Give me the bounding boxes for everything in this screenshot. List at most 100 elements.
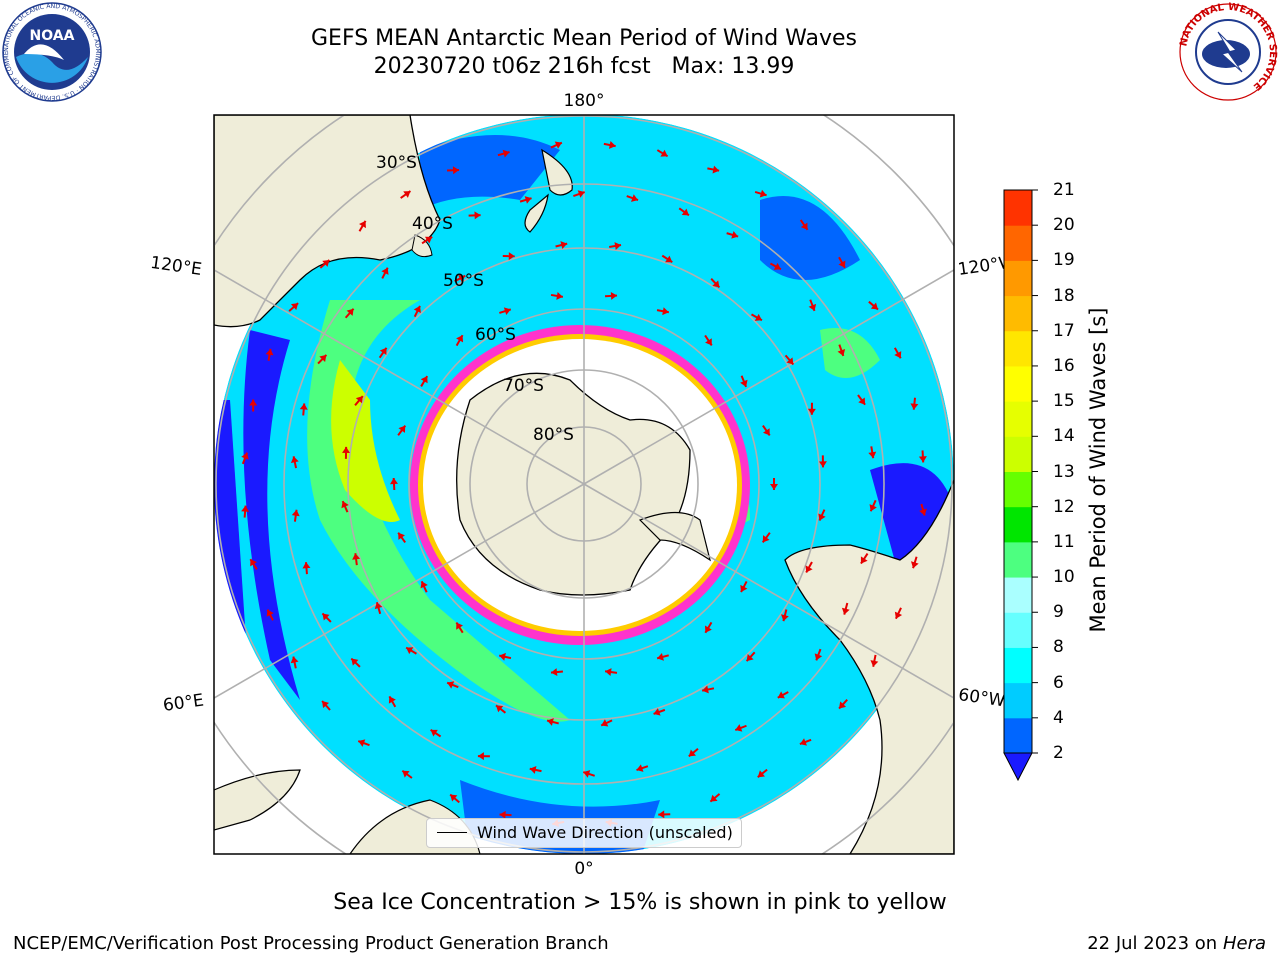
wind-arrow-head bbox=[731, 231, 739, 239]
wind-arrow-head bbox=[705, 338, 712, 346]
colorbar-label: Mean Period of Wind Waves [s] bbox=[1086, 307, 1110, 633]
wind-arrow-head bbox=[290, 456, 299, 464]
high-period-band bbox=[307, 300, 570, 722]
wind-arrow-head bbox=[241, 505, 250, 512]
wind-arrow-head bbox=[870, 302, 878, 310]
wind-arrow-head bbox=[524, 196, 532, 204]
wind-arrow-head bbox=[662, 307, 669, 316]
colorbar-block bbox=[1004, 647, 1032, 684]
wind-arrow-head bbox=[631, 194, 639, 202]
graticule bbox=[214, 115, 954, 854]
lat-label-30: 30°S bbox=[376, 153, 417, 173]
new-zealand bbox=[524, 148, 573, 233]
wind-arrow-head bbox=[290, 303, 299, 311]
colorbar-block bbox=[1004, 612, 1032, 648]
wind-arrow-head bbox=[740, 379, 748, 387]
wind-arrow-head bbox=[919, 508, 927, 516]
legend-line-sample bbox=[437, 832, 467, 833]
wind-arrow-head bbox=[351, 658, 359, 666]
wind-arrow-head bbox=[341, 501, 349, 509]
wind-arrow-head bbox=[456, 622, 463, 630]
wind-arrow-head bbox=[681, 208, 689, 216]
wind-arrow-head bbox=[456, 335, 464, 343]
colorbar-block bbox=[1004, 577, 1032, 613]
wind-arrow-head bbox=[388, 696, 396, 704]
wind-arrow-head bbox=[808, 303, 817, 311]
colorbar-tick-label: 18 bbox=[1053, 285, 1075, 306]
wind-arrow-head bbox=[894, 611, 903, 619]
wind-arrow-head bbox=[704, 625, 712, 633]
wind-arrow-head bbox=[474, 211, 481, 220]
colorbar-block bbox=[1004, 225, 1032, 261]
wind-arrow-head bbox=[710, 794, 718, 802]
colorbar-under-extension bbox=[1003, 752, 1033, 782]
wind-arrow-head bbox=[583, 770, 591, 778]
wind-arrow-head bbox=[406, 647, 414, 655]
wind-arrow-head bbox=[577, 190, 585, 198]
colorbar-tick-label: 15 bbox=[1053, 391, 1075, 412]
wind-arrow-head bbox=[870, 660, 879, 667]
wind-arrow-head bbox=[430, 729, 438, 737]
colorbar-block bbox=[1004, 295, 1032, 332]
wind-arrow-head bbox=[735, 724, 743, 732]
wind-arrow-head bbox=[860, 556, 868, 564]
low-period-patch bbox=[243, 330, 300, 700]
wind-arrow-head bbox=[712, 165, 720, 174]
wind-arrow-head bbox=[529, 766, 537, 774]
colorbar-tick-label: 19 bbox=[1053, 250, 1075, 271]
wind-arrow-head bbox=[381, 267, 389, 275]
wind-arrow-head bbox=[346, 308, 354, 316]
colorbar-tick-label: 17 bbox=[1053, 320, 1075, 341]
wind-arrow-head bbox=[355, 396, 363, 404]
wind-arrow-head bbox=[712, 280, 720, 288]
wind-arrow-head bbox=[249, 399, 258, 406]
wind-arrow-head bbox=[653, 708, 661, 716]
wind-arrow-head bbox=[390, 478, 398, 485]
wind-arrow-head bbox=[610, 291, 618, 300]
colorbar-tick-label: 12 bbox=[1053, 496, 1075, 517]
colorbar-block bbox=[1004, 717, 1032, 754]
wind-arrow-head bbox=[757, 770, 765, 778]
wind-arrow-head bbox=[265, 348, 274, 356]
wind-arrow-head bbox=[609, 141, 616, 149]
noaa-logo-text: NOAA bbox=[30, 28, 75, 44]
wind-arrow-head bbox=[447, 681, 455, 689]
wind-arrow-head bbox=[450, 794, 458, 802]
wind-arrow-head bbox=[420, 581, 428, 589]
wind-arrow-head bbox=[424, 236, 433, 244]
colorbar-block bbox=[1004, 541, 1032, 578]
colorbar-block bbox=[1004, 401, 1032, 437]
madagascar-coast bbox=[214, 769, 301, 831]
south-america-landmass bbox=[784, 479, 954, 854]
wind-arrow-head bbox=[508, 252, 515, 261]
colorbar-tick-label: 14 bbox=[1053, 426, 1075, 447]
wind-arrow-head bbox=[499, 652, 506, 661]
lat-label-50: 50°S bbox=[443, 271, 484, 291]
tasmania bbox=[411, 234, 433, 258]
sea-ice-caption: Sea Ice Concentration > 15% is shown in … bbox=[333, 890, 947, 915]
wind-arrow-head bbox=[746, 654, 754, 662]
wind-arrow-head bbox=[359, 220, 366, 229]
colorbar-block bbox=[1004, 506, 1032, 543]
wind-arrow-head bbox=[688, 749, 696, 757]
footer-host: Hera bbox=[1222, 933, 1266, 954]
wind-arrow-head bbox=[496, 705, 504, 713]
wind-arrow-head bbox=[868, 451, 877, 459]
wind-arrow-head bbox=[740, 584, 748, 593]
wind-arrow-head bbox=[799, 738, 807, 746]
wind-arrow-head bbox=[601, 719, 609, 727]
wind-arrow-head bbox=[413, 305, 421, 314]
colorbar-tick-label: 20 bbox=[1053, 215, 1075, 236]
wind-arrow-head bbox=[658, 810, 665, 819]
wind-arrow-head bbox=[322, 701, 330, 709]
wind-arrow-head bbox=[805, 565, 813, 573]
wind-arrow-head bbox=[477, 752, 484, 761]
wind-arrow-head bbox=[841, 607, 850, 615]
wind-arrow-head bbox=[250, 559, 257, 567]
wind-arrow-head bbox=[657, 652, 664, 661]
wind-arrow-head bbox=[547, 718, 554, 726]
lat-label-60: 60°S bbox=[475, 325, 516, 345]
wind-arrow-head bbox=[800, 222, 808, 230]
wind-arrow-head bbox=[503, 307, 511, 315]
